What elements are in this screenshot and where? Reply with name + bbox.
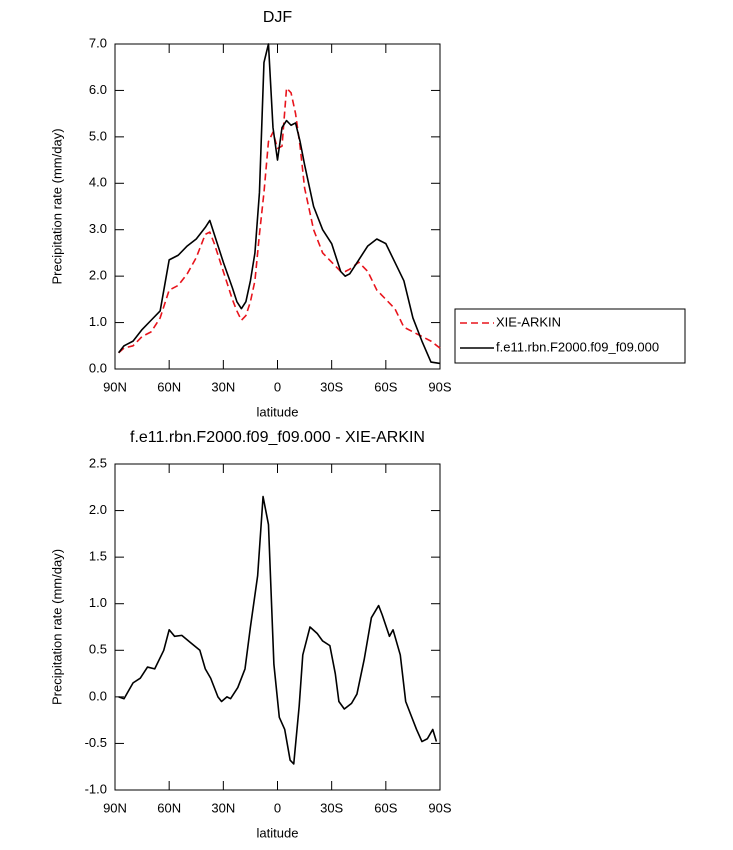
legend-label: f.e11.rbn.F2000.f09_f09.000 <box>496 339 659 354</box>
y-tick-label: 1.0 <box>89 595 107 610</box>
y-tick-label: 7.0 <box>89 35 107 50</box>
y-tick-label: 2.0 <box>89 268 107 283</box>
x-tick-label: 60S <box>374 379 397 394</box>
y-tick-label: 2.0 <box>89 502 107 517</box>
x-tick-label: 30N <box>211 800 235 815</box>
x-axis-label: latitude <box>257 825 299 840</box>
chart-title: DJF <box>263 9 293 26</box>
y-tick-label: -0.5 <box>85 735 107 750</box>
y-tick-label: 4.0 <box>89 175 107 190</box>
x-tick-label: 90N <box>103 379 127 394</box>
legend-label: XIE-ARKIN <box>496 314 561 329</box>
data-line <box>118 495 438 765</box>
y-axis-label: Precipitation rate (mm/day) <box>49 549 64 705</box>
x-tick-label: 0 <box>274 800 281 815</box>
x-tick-label: 90S <box>428 800 451 815</box>
y-tick-label: 1.0 <box>89 314 107 329</box>
legend-box <box>454 308 686 364</box>
x-tick-label: 90N <box>103 800 127 815</box>
x-tick-label: 60N <box>157 379 181 394</box>
x-tick-label: 30S <box>320 800 343 815</box>
y-tick-label: 2.5 <box>89 455 107 470</box>
y-tick-label: 0.0 <box>89 360 107 375</box>
y-tick-label: 3.0 <box>89 221 107 236</box>
x-tick-label: 90S <box>428 379 451 394</box>
plot-frame <box>114 463 441 791</box>
x-axis-label: latitude <box>257 404 299 419</box>
plot-frame <box>114 43 441 370</box>
y-tick-label: -1.0 <box>85 781 107 796</box>
y-axis-label: Precipitation rate (mm/day) <box>49 128 64 284</box>
data-line <box>117 43 441 365</box>
y-tick-label: 0.0 <box>89 688 107 703</box>
y-tick-label: 0.5 <box>89 642 107 657</box>
data-line <box>118 87 441 354</box>
x-tick-label: 30S <box>320 379 343 394</box>
y-tick-label: 5.0 <box>89 128 107 143</box>
x-tick-label: 30N <box>211 379 235 394</box>
x-tick-label: 60N <box>157 800 181 815</box>
chart-title: f.e11.rbn.F2000.f09_f09.000 - XIE-ARKIN <box>130 429 425 446</box>
x-tick-label: 60S <box>374 800 397 815</box>
y-tick-label: 1.5 <box>89 549 107 564</box>
y-tick-label: 6.0 <box>89 82 107 97</box>
x-tick-label: 0 <box>274 379 281 394</box>
